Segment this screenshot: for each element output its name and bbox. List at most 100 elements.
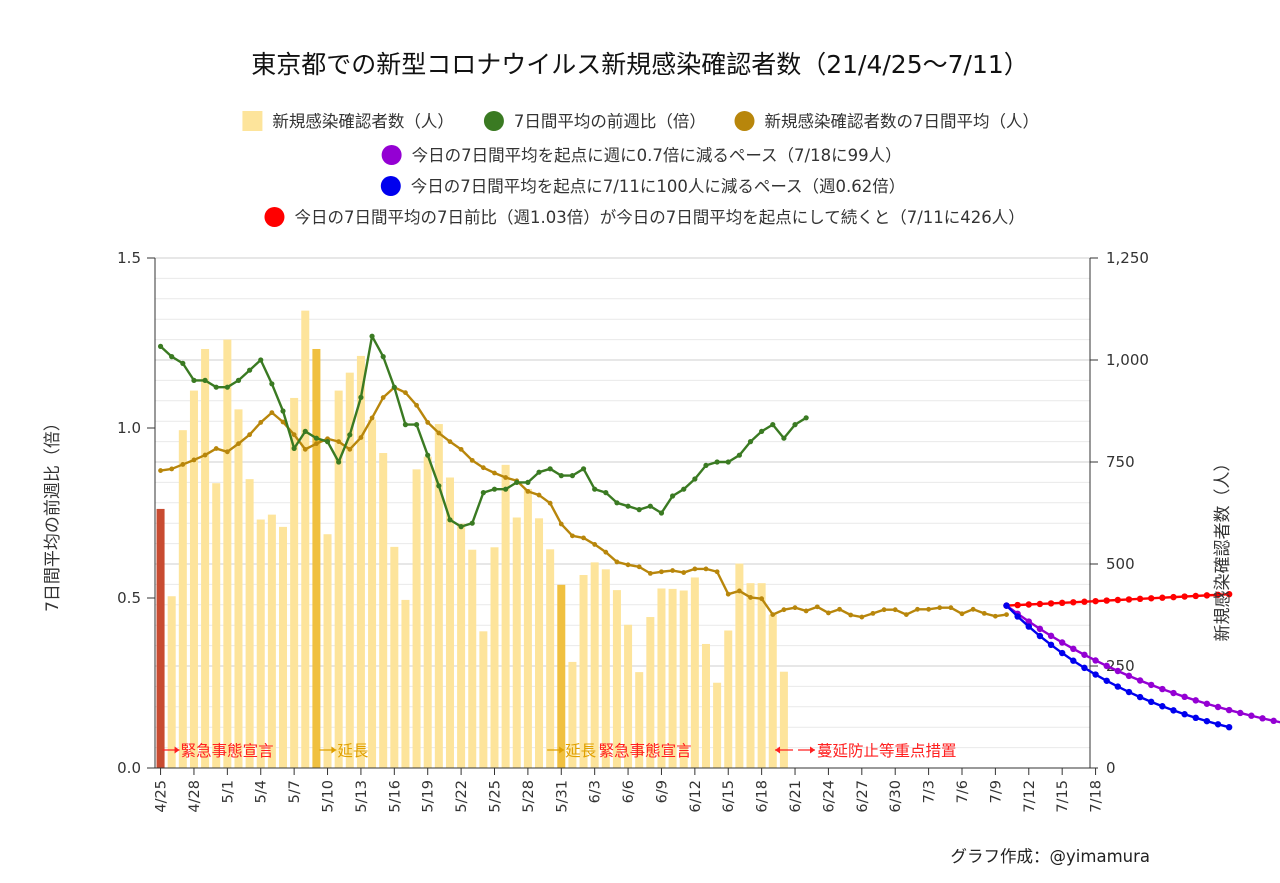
avg7-point-30 bbox=[492, 470, 497, 476]
avg7-point-69 bbox=[926, 606, 932, 612]
avg7-point-34 bbox=[536, 492, 542, 498]
bar-15 bbox=[323, 534, 332, 768]
annotation-label-0: 緊急事態宣言 bbox=[181, 742, 274, 760]
projection-red-point-11 bbox=[1125, 596, 1133, 603]
avg7-point-11 bbox=[280, 419, 286, 425]
avg7-point-74 bbox=[981, 610, 987, 616]
bar-36 bbox=[557, 584, 566, 768]
legend-swatch bbox=[483, 111, 504, 131]
projection-purple-point-3 bbox=[1036, 625, 1044, 633]
avg7-point-64 bbox=[870, 610, 876, 616]
avg7-point-76 bbox=[1004, 612, 1009, 617]
projection-purple-point-18 bbox=[1203, 700, 1211, 707]
bar-37 bbox=[568, 661, 577, 768]
avg7-point-55 bbox=[770, 612, 776, 617]
bar-39 bbox=[590, 562, 599, 768]
weekly-ratio-point-17 bbox=[347, 432, 353, 438]
projection-blue-point-16 bbox=[1181, 711, 1188, 718]
weekly-ratio-point-21 bbox=[391, 384, 397, 390]
avg7-point-19 bbox=[369, 415, 375, 421]
gridlines bbox=[155, 257, 1090, 769]
avg7-point-7 bbox=[236, 441, 241, 447]
avg7-point-75 bbox=[992, 613, 998, 619]
bar-27 bbox=[457, 523, 466, 768]
legend-item-5: 今日の7日間平均の7日前比（週1.03倍）が今日の7日間平均を起点にして続くと（… bbox=[264, 207, 1025, 227]
bar-52 bbox=[735, 563, 744, 768]
avg7-point-40 bbox=[603, 549, 609, 555]
weekly-ratio-point-16 bbox=[336, 459, 342, 465]
projection-blue-point-20 bbox=[1225, 724, 1233, 731]
bar-8 bbox=[245, 479, 254, 768]
weekly-ratio-point-20 bbox=[380, 354, 386, 360]
projection-purple-point-20 bbox=[1225, 706, 1233, 714]
projection-blue-point-11 bbox=[1125, 688, 1133, 696]
x-tick-label: 7/12 bbox=[1022, 780, 1038, 813]
projection-blue-point-18 bbox=[1203, 717, 1211, 725]
projection-blue-point-3 bbox=[1036, 632, 1044, 640]
avg7-point-27 bbox=[458, 446, 464, 452]
bar-34 bbox=[535, 518, 544, 768]
bar-40 bbox=[601, 569, 610, 768]
projection-red-point-16 bbox=[1181, 593, 1188, 600]
projection-purple-point-10 bbox=[1114, 667, 1122, 675]
y-axis-label-right: 新規感染確認者数（人） bbox=[1213, 455, 1233, 642]
avg7-point-39 bbox=[592, 542, 598, 547]
weekly-ratio-point-1 bbox=[169, 354, 175, 360]
avg7-point-31 bbox=[503, 475, 509, 480]
annotation-arrow-4-head bbox=[810, 746, 816, 754]
weekly-ratio-point-23 bbox=[413, 422, 420, 428]
x-tick-label: 5/16 bbox=[387, 780, 403, 813]
bar-16 bbox=[334, 390, 343, 768]
x-tick-label: 6/9 bbox=[654, 780, 670, 803]
projection-red-point-5 bbox=[1058, 599, 1066, 607]
avg7-point-60 bbox=[826, 610, 831, 616]
avg7-point-61 bbox=[837, 606, 842, 612]
avg7-point-5 bbox=[213, 446, 219, 451]
weekly-ratio-point-15 bbox=[324, 439, 331, 445]
bar-24 bbox=[423, 456, 432, 768]
bar-45 bbox=[657, 588, 666, 768]
legend-swatch bbox=[380, 176, 401, 196]
weekly-ratio-point-34 bbox=[536, 469, 542, 475]
x-tick-label: 6/18 bbox=[755, 780, 771, 813]
weekly-ratio-point-35 bbox=[547, 466, 553, 472]
weekly-ratio-point-50 bbox=[714, 459, 720, 465]
avg7-point-14 bbox=[313, 441, 319, 447]
projection-purple-point-17 bbox=[1192, 697, 1199, 704]
weekly-ratio-point-19 bbox=[369, 333, 375, 339]
projection-purple-point-12 bbox=[1136, 677, 1144, 684]
projection-red-point-12 bbox=[1136, 595, 1144, 603]
projection-blue-point-4 bbox=[1047, 641, 1055, 649]
bar-35 bbox=[546, 549, 555, 768]
projection-purple-point-19 bbox=[1214, 703, 1222, 711]
projection-red-point-13 bbox=[1148, 595, 1155, 602]
bar-30 bbox=[490, 547, 499, 768]
avg7-point-70 bbox=[937, 605, 943, 611]
avg7-point-4 bbox=[202, 452, 208, 458]
avg7-point-9 bbox=[258, 420, 264, 425]
avg7-point-51 bbox=[725, 591, 731, 597]
avg7-point-6 bbox=[224, 449, 230, 455]
weekly-ratio-point-27 bbox=[458, 524, 464, 530]
legend-swatch bbox=[264, 207, 285, 227]
series-lines bbox=[157, 333, 1280, 731]
weekly-ratio-point-44 bbox=[647, 503, 653, 509]
projection-purple-point-14 bbox=[1159, 685, 1166, 693]
x-tick-label: 6/30 bbox=[888, 780, 904, 813]
x-tick-label: 6/6 bbox=[621, 780, 637, 803]
x-tick-label: 6/27 bbox=[855, 780, 871, 813]
weekly-ratio-point-41 bbox=[614, 500, 620, 506]
bar-54 bbox=[757, 583, 766, 768]
avg7-point-12 bbox=[291, 432, 297, 438]
x-tick-label: 5/28 bbox=[521, 780, 537, 813]
weekly-ratio-point-51 bbox=[725, 459, 731, 465]
projection-red-point-10 bbox=[1114, 596, 1122, 604]
projection-purple-point-13 bbox=[1148, 681, 1155, 689]
avg7-point-8 bbox=[247, 432, 253, 438]
weekly-ratio-point-24 bbox=[425, 452, 431, 458]
avg7-point-41 bbox=[614, 559, 620, 565]
avg7-point-29 bbox=[480, 465, 486, 471]
x-tick-label: 5/10 bbox=[321, 780, 337, 813]
x-tick-label: 4/25 bbox=[154, 780, 170, 813]
